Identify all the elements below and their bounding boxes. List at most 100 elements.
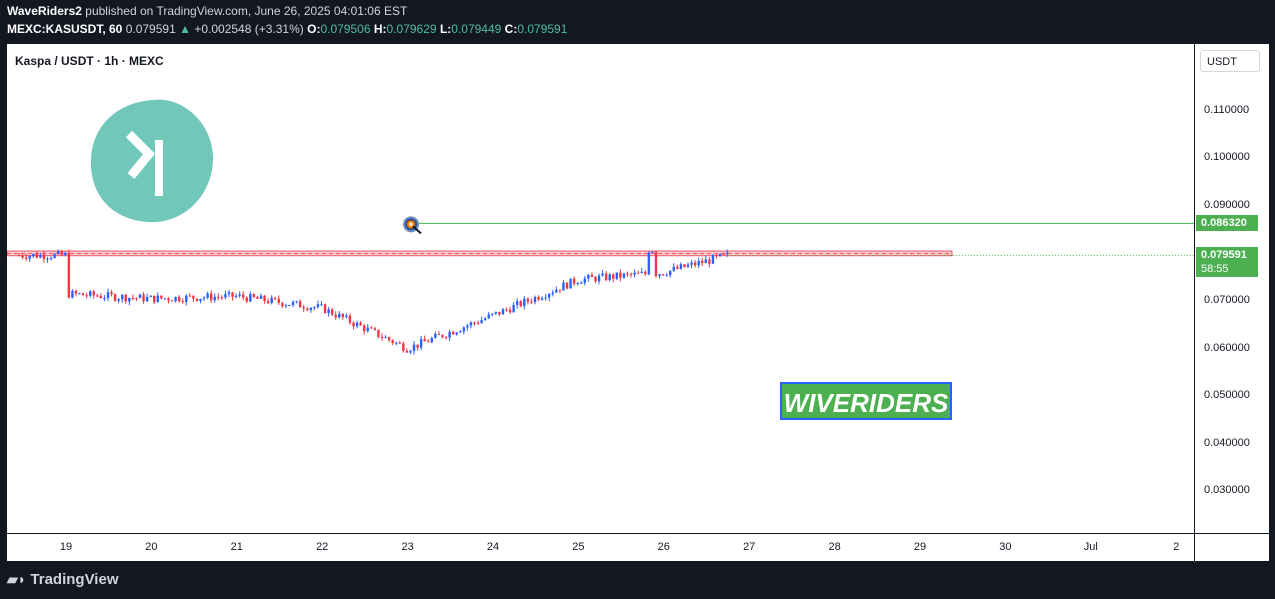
candle-body[interactable] — [651, 251, 654, 253]
candle-body[interactable] — [249, 293, 252, 302]
candle-body[interactable] — [188, 295, 192, 297]
candle-body[interactable] — [163, 298, 167, 300]
candle-body[interactable] — [526, 298, 530, 302]
candle-body[interactable] — [362, 325, 366, 332]
candle-body[interactable] — [270, 297, 273, 303]
candle-body[interactable] — [266, 301, 270, 303]
candle-body[interactable] — [619, 272, 622, 278]
candle-body[interactable] — [487, 314, 490, 319]
candle-body[interactable] — [708, 259, 711, 264]
candle-body[interactable] — [512, 304, 515, 313]
candle-body[interactable] — [192, 295, 195, 299]
candle-body[interactable] — [505, 309, 508, 311]
candle-body[interactable] — [462, 327, 466, 332]
candle-body[interactable] — [213, 296, 216, 301]
candle-body[interactable] — [434, 333, 437, 339]
candle-body[interactable] — [366, 327, 369, 332]
candle-body[interactable] — [370, 327, 373, 329]
candle-body[interactable] — [373, 328, 377, 330]
candle-body[interactable] — [81, 293, 85, 296]
candle-body[interactable] — [106, 292, 110, 298]
candle-body[interactable] — [28, 256, 31, 259]
candle-body[interactable] — [629, 273, 633, 275]
candle-body[interactable] — [469, 322, 473, 326]
candle-body[interactable] — [427, 341, 430, 343]
candle-body[interactable] — [316, 304, 320, 308]
candle-body[interactable] — [412, 344, 416, 352]
candle-body[interactable] — [138, 294, 142, 299]
candle-body[interactable] — [17, 255, 21, 257]
target-marker-icon[interactable] — [403, 216, 422, 235]
candle-body[interactable] — [491, 313, 494, 315]
candle-body[interactable] — [313, 307, 316, 309]
candle-body[interactable] — [252, 293, 256, 298]
candle-body[interactable] — [644, 271, 647, 275]
candle-body[interactable] — [562, 282, 565, 291]
candle-body[interactable] — [476, 322, 480, 324]
candle-body[interactable] — [259, 295, 263, 299]
candle-body[interactable] — [604, 273, 608, 281]
candle-body[interactable] — [701, 260, 704, 264]
candle-body[interactable] — [523, 298, 526, 307]
candle-body[interactable] — [113, 294, 117, 301]
candle-body[interactable] — [384, 337, 387, 339]
candle-body[interactable] — [78, 293, 81, 295]
candle-body[interactable] — [423, 339, 426, 342]
candle-body[interactable] — [42, 254, 46, 260]
candle-body[interactable] — [295, 301, 298, 303]
candle-body[interactable] — [124, 294, 127, 302]
candle-body[interactable] — [177, 296, 181, 302]
candle-body[interactable] — [330, 309, 334, 315]
candle-body[interactable] — [142, 294, 145, 302]
candle-body[interactable] — [348, 315, 352, 323]
candle-body[interactable] — [715, 255, 718, 257]
candle-body[interactable] — [537, 296, 540, 300]
candle-body[interactable] — [64, 252, 67, 255]
candle-body[interactable] — [658, 274, 661, 276]
currency-selector[interactable]: USDT — [1200, 50, 1260, 72]
candle-body[interactable] — [35, 253, 39, 258]
candle-body[interactable] — [24, 257, 28, 259]
candle-body[interactable] — [320, 304, 323, 306]
candle-body[interactable] — [21, 255, 24, 258]
candle-body[interactable] — [697, 260, 700, 266]
author-name[interactable]: WaveRiders2 — [7, 4, 82, 18]
candle-body[interactable] — [323, 304, 327, 314]
candle-body[interactable] — [647, 252, 651, 275]
candle-body[interactable] — [170, 300, 174, 302]
candle-body[interactable] — [202, 297, 206, 299]
candle-body[interactable] — [501, 309, 505, 315]
candle-body[interactable] — [494, 311, 498, 314]
candle-body[interactable] — [306, 308, 309, 311]
candle-body[interactable] — [558, 289, 562, 291]
candle-body[interactable] — [245, 297, 248, 302]
candle-body[interactable] — [451, 331, 455, 335]
candle-body[interactable] — [121, 294, 124, 300]
candle-body[interactable] — [402, 343, 405, 351]
candle-body[interactable] — [263, 295, 266, 302]
candle-body[interactable] — [227, 292, 231, 295]
candlestick-chart[interactable] — [7, 44, 1194, 533]
candle-body[interactable] — [309, 307, 313, 311]
candle-body[interactable] — [441, 334, 444, 338]
candle-body[interactable] — [181, 301, 184, 303]
candle-body[interactable] — [473, 322, 476, 324]
candle-body[interactable] — [672, 266, 675, 271]
candle-body[interactable] — [633, 272, 636, 275]
candle-body[interactable] — [185, 295, 188, 302]
candle-body[interactable] — [39, 254, 42, 258]
candle-body[interactable] — [548, 293, 551, 298]
candle-body[interactable] — [380, 336, 384, 338]
candle-body[interactable] — [46, 258, 49, 260]
candle-body[interactable] — [231, 292, 234, 297]
candle-body[interactable] — [498, 311, 501, 315]
candle-body[interactable] — [220, 297, 224, 299]
candle-body[interactable] — [359, 322, 362, 326]
candle-body[interactable] — [405, 350, 409, 353]
candle-body[interactable] — [234, 295, 238, 297]
candle-body[interactable] — [466, 325, 469, 328]
candle-body[interactable] — [612, 274, 615, 279]
candle-body[interactable] — [683, 264, 686, 268]
candle-body[interactable] — [530, 301, 533, 303]
candle-body[interactable] — [711, 255, 715, 264]
